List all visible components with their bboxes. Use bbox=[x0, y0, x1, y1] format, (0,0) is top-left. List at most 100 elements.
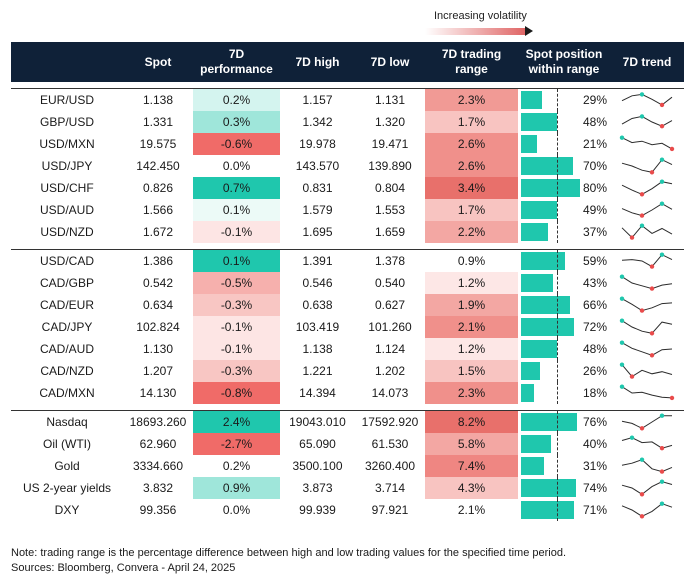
spot-value: 19.575 bbox=[139, 137, 177, 151]
performance-value: -0.1% bbox=[193, 338, 280, 360]
table-row: USD/JPY 142.450 0.0% 143.570 139.890 2.6% 70% bbox=[11, 155, 684, 177]
spot-value: 0.542 bbox=[142, 276, 174, 290]
trend-line bbox=[621, 203, 673, 217]
range-value: 2.3% bbox=[425, 382, 518, 404]
range-value: 4.3% bbox=[425, 477, 518, 499]
trend-sparkline bbox=[621, 223, 673, 240]
header-position-line2: within range bbox=[528, 62, 600, 76]
performance-value: 0.0% bbox=[193, 499, 280, 521]
low-value: 0.804 bbox=[374, 181, 406, 195]
header-instrument bbox=[11, 42, 123, 82]
range-position-value: 29% bbox=[582, 93, 607, 107]
table-header-row: Spot 7D performance 7D high 7D low 7D tr… bbox=[11, 42, 684, 82]
high-value: 1.579 bbox=[302, 203, 333, 217]
header-low: 7D low bbox=[355, 42, 425, 82]
trend-sparkline bbox=[621, 435, 673, 451]
trend-sparkline bbox=[619, 135, 675, 152]
range-position-cell: 76% bbox=[518, 410, 610, 433]
trend-high-point bbox=[619, 384, 625, 389]
trend-high-point bbox=[639, 92, 645, 97]
header-spot: Spot bbox=[123, 42, 193, 82]
high-value: 99.939 bbox=[299, 503, 336, 517]
performance-value: -0.1% bbox=[193, 316, 280, 338]
header-performance-line1: 7D bbox=[228, 47, 245, 61]
performance-value: 0.1% bbox=[193, 199, 280, 221]
trend-low-point bbox=[639, 213, 645, 218]
midpoint-marker bbox=[557, 294, 558, 316]
note-text: Note: trading range is the percentage di… bbox=[11, 547, 567, 559]
spot-value: 18693.260 bbox=[123, 410, 193, 433]
midpoint-marker bbox=[557, 272, 558, 294]
notes: Note: trading range is the percentage di… bbox=[11, 546, 566, 576]
high-value: 19043.010 bbox=[280, 410, 355, 433]
midpoint-marker bbox=[557, 499, 558, 521]
trend-high-point bbox=[639, 457, 645, 462]
range-position-cell: 70% bbox=[518, 155, 610, 177]
table-row: Oil (WTI) 62.960 -2.7% 65.090 61.530 5.8% 40% bbox=[11, 433, 684, 455]
range-value: 7.4% bbox=[425, 455, 518, 477]
trend-line bbox=[621, 159, 673, 173]
range-value: 8.2% bbox=[425, 410, 518, 433]
trend-high-point bbox=[619, 340, 625, 345]
range-position-value: 43% bbox=[582, 276, 607, 290]
range-position-bar bbox=[521, 413, 578, 431]
trend-line bbox=[621, 415, 672, 429]
trend-sparkline bbox=[621, 252, 673, 269]
trend-sparkline bbox=[621, 201, 673, 218]
high-value: 3.873 bbox=[302, 481, 333, 495]
range-position-value: 72% bbox=[582, 320, 607, 334]
performance-value: 0.7% bbox=[193, 177, 280, 199]
instrument-name: CAD/JPY bbox=[41, 320, 93, 334]
performance-value: 2.4% bbox=[193, 410, 280, 433]
range-position-cell: 29% bbox=[518, 88, 610, 111]
range-position-cell: 21% bbox=[518, 133, 610, 155]
range-value: 1.7% bbox=[425, 199, 518, 221]
trend-sparkline bbox=[619, 362, 673, 379]
range-position-bar bbox=[521, 135, 537, 153]
trend-line bbox=[621, 459, 673, 473]
high-value: 1.157 bbox=[280, 88, 355, 111]
instrument-name: CAD/AUD bbox=[39, 342, 94, 356]
spot-value: 3334.660 bbox=[132, 459, 184, 473]
instrument-name: Gold bbox=[54, 459, 80, 473]
performance-value: -0.3% bbox=[193, 360, 280, 382]
low-value: 1.553 bbox=[374, 203, 406, 217]
trend-low-point bbox=[659, 102, 665, 108]
instrument-name: DXY bbox=[54, 503, 80, 517]
header-range: 7D trading range bbox=[425, 42, 518, 82]
performance-value: 0.2% bbox=[193, 455, 280, 477]
range-position-cell: 48% bbox=[518, 111, 610, 133]
midpoint-marker bbox=[557, 250, 558, 272]
instrument-name: CAD/EUR bbox=[39, 298, 94, 312]
trend-cell bbox=[610, 133, 684, 155]
range-position-cell: 72% bbox=[518, 316, 610, 338]
trend-low-point bbox=[639, 514, 645, 519]
header-position: Spot position within range bbox=[518, 42, 610, 82]
spot-value: 99.356 bbox=[139, 503, 177, 517]
instrument-name: US 2-year yields bbox=[22, 481, 112, 495]
range-position-cell: 43% bbox=[518, 272, 610, 294]
range-position-value: 76% bbox=[582, 415, 607, 429]
spot-value: 0.826 bbox=[142, 181, 174, 195]
range-value: 1.5% bbox=[425, 360, 518, 382]
range-value: 2.2% bbox=[425, 221, 518, 243]
performance-value: -2.7% bbox=[193, 433, 280, 455]
range-position-value: 74% bbox=[582, 481, 607, 495]
trend-line bbox=[621, 503, 673, 517]
low-value: 139.890 bbox=[368, 159, 412, 173]
low-value: 1.378 bbox=[355, 249, 425, 272]
trend-line bbox=[621, 298, 673, 312]
header-range-line1: 7D trading bbox=[441, 47, 502, 61]
range-position-value: 48% bbox=[582, 342, 607, 356]
trend-sparkline bbox=[621, 92, 673, 108]
high-value: 1.391 bbox=[280, 249, 355, 272]
midpoint-marker bbox=[557, 111, 558, 133]
sources-text: Sources: Bloomberg, Convera - April 24, … bbox=[11, 562, 236, 574]
trend-low-point bbox=[649, 353, 655, 358]
midpoint-marker bbox=[557, 89, 558, 111]
range-value: 3.4% bbox=[425, 177, 518, 199]
range-position-cell: 37% bbox=[518, 221, 610, 243]
table-row: US 2-year yields 3.832 0.9% 3.873 3.714 4.3% 7… bbox=[11, 477, 684, 499]
table-row: DXY 99.356 0.0% 99.939 97.921 2.1% 71% bbox=[11, 499, 684, 521]
low-value: 0.627 bbox=[374, 298, 406, 312]
